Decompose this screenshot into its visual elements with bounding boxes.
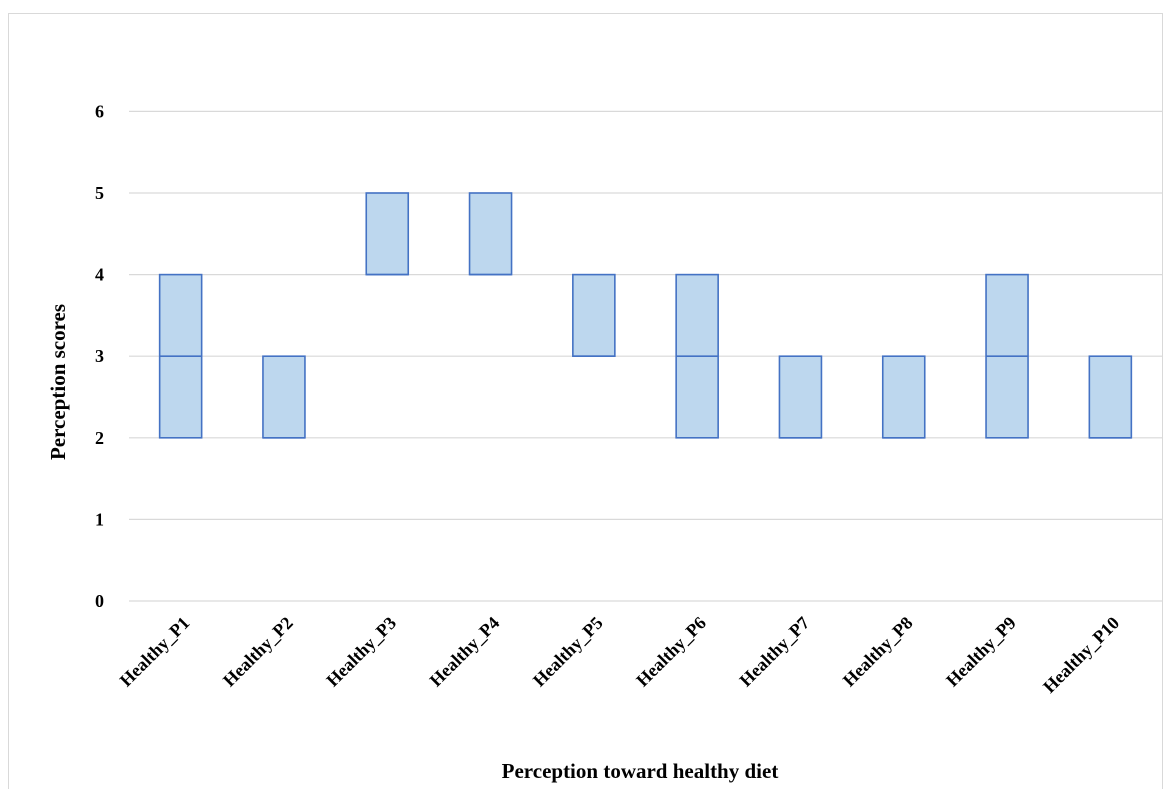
boxes (158, 192, 1133, 439)
x-tick-label: Healthy_P6 (632, 613, 710, 691)
x-axis-title: Perception toward healthy diet (502, 759, 779, 783)
box (572, 273, 616, 358)
x-tick-label: Healthy_P2 (219, 613, 297, 691)
y-axis-title: Perception scores (46, 304, 70, 460)
box (1088, 355, 1133, 439)
x-axis-ticks: Healthy_P1 Healthy_P2 Healthy_P3 Healthy_P4… (116, 613, 1123, 697)
y-tick-label: 1 (95, 509, 104, 529)
y-tick-label: 5 (95, 183, 104, 203)
x-tick-label: Healthy_P3 (322, 613, 400, 691)
y-axis-ticks: 0 1 2 3 4 5 6 (95, 101, 104, 611)
x-tick-label: Healthy_P10 (1039, 613, 1123, 697)
x-tick-label: Healthy_P4 (426, 613, 504, 691)
box (468, 192, 513, 276)
y-tick-label: 6 (95, 101, 104, 121)
x-tick-label: Healthy_P5 (529, 613, 607, 691)
box (262, 355, 306, 439)
box (365, 192, 410, 276)
x-tick-label: Healthy_P9 (942, 613, 1020, 691)
box (778, 355, 823, 439)
x-tick-label: Healthy_P8 (839, 613, 917, 691)
y-tick-label: 2 (95, 428, 104, 448)
y-tick-label: 4 (95, 265, 104, 285)
box (881, 355, 926, 439)
chart-frame (8, 13, 1163, 789)
x-tick-label: Healthy_P7 (735, 613, 813, 691)
x-tick-label: Healthy_P1 (116, 613, 194, 691)
y-tick-label: 3 (95, 346, 104, 366)
y-tick-label: 0 (95, 591, 104, 611)
